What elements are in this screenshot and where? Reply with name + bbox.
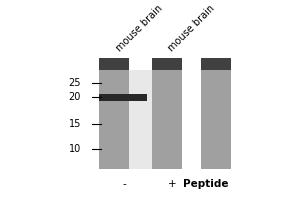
Bar	[201, 58, 231, 70]
Bar	[129, 70, 152, 169]
Bar	[99, 58, 129, 70]
Text: +: +	[168, 179, 177, 189]
Bar	[201, 58, 231, 169]
Text: 20: 20	[69, 92, 81, 102]
Bar	[99, 58, 129, 169]
Text: 25: 25	[68, 78, 81, 88]
Bar	[152, 58, 182, 70]
Text: 15: 15	[69, 119, 81, 129]
Bar	[152, 58, 182, 169]
Text: mouse brain: mouse brain	[114, 3, 165, 53]
Text: Peptide: Peptide	[183, 179, 228, 189]
Text: -: -	[123, 179, 126, 189]
Text: mouse brain: mouse brain	[166, 3, 217, 53]
Bar	[99, 94, 147, 101]
Text: 10: 10	[69, 144, 81, 154]
